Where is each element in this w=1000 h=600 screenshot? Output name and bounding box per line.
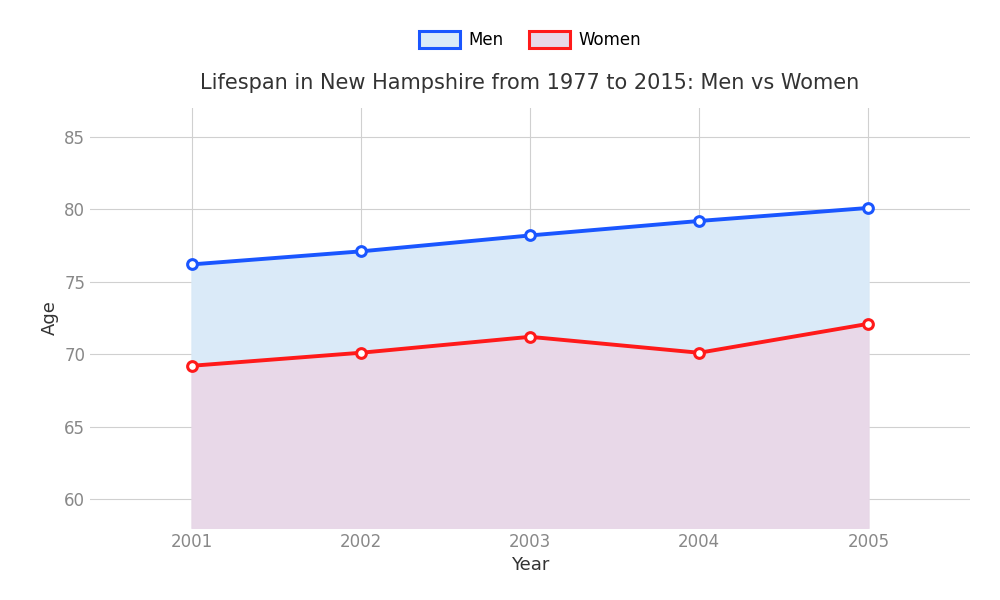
- Men: [524, 232, 536, 239]
- Women: [693, 349, 705, 356]
- Legend: Men, Women: Men, Women: [412, 24, 648, 55]
- Line: Men: Men: [187, 203, 873, 269]
- Women: [524, 333, 536, 340]
- Women: [355, 349, 367, 356]
- Title: Lifespan in New Hampshire from 1977 to 2015: Men vs Women: Lifespan in New Hampshire from 1977 to 2…: [200, 73, 860, 92]
- Women: [186, 362, 198, 370]
- Men: [693, 217, 705, 224]
- Men: [355, 248, 367, 255]
- Men: [186, 261, 198, 268]
- Line: Women: Women: [187, 319, 873, 371]
- Men: [862, 205, 874, 212]
- Y-axis label: Age: Age: [41, 301, 59, 335]
- X-axis label: Year: Year: [511, 556, 549, 574]
- Women: [862, 320, 874, 328]
